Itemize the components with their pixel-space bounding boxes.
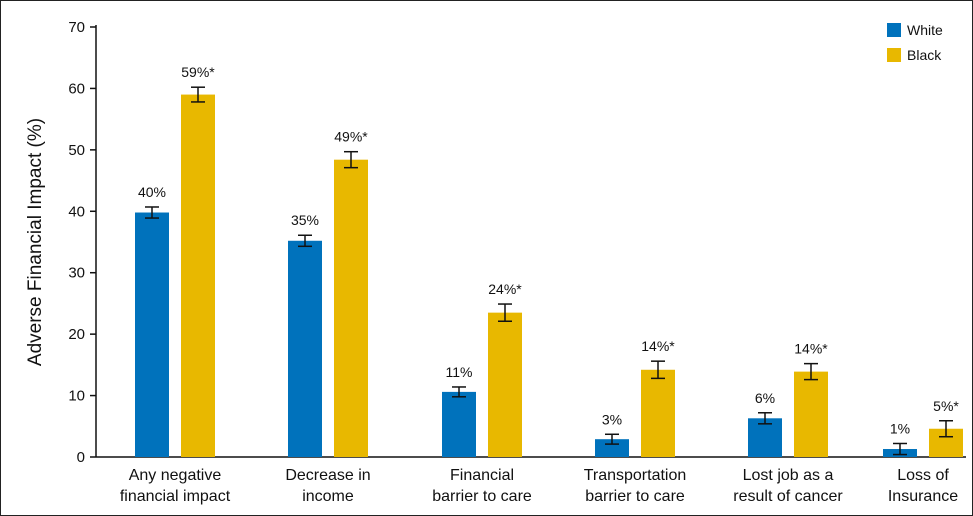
y-tick-label: 30 — [68, 265, 85, 282]
data-label: 14%* — [794, 341, 828, 357]
y-tick-label: 50 — [68, 142, 85, 159]
data-label: 40% — [138, 184, 166, 200]
legend-swatch-white — [887, 23, 901, 37]
category-label: barrier to care — [432, 488, 532, 505]
bar-white — [595, 439, 629, 457]
category-label: Decrease in — [285, 467, 370, 484]
y-tick-label: 20 — [68, 326, 85, 343]
legend-label: White — [907, 22, 943, 38]
bars: 40% 59%* 35% 49%* 11% 24%* 3% 14%* 6% 14%* 1% 5%* — [135, 64, 963, 458]
category-label: Insurance — [888, 488, 958, 505]
data-label: 6% — [755, 390, 775, 406]
bar-white — [288, 240, 322, 457]
bar-black — [488, 312, 522, 457]
y-ticks: 0 10 20 30 40 50 60 70 — [68, 19, 96, 466]
legend-label: Black — [907, 47, 942, 63]
y-tick-label: 10 — [68, 388, 85, 405]
category-label: Transportation — [584, 467, 687, 484]
data-label: 24%* — [488, 281, 522, 297]
category-label: barrier to care — [585, 488, 685, 505]
category-labels: Any negative financial impact Decrease in i… — [120, 467, 958, 505]
bar-black — [181, 94, 215, 458]
category-label: Financial — [450, 467, 514, 484]
category-label: Lost job as a — [743, 467, 834, 484]
bar-white — [135, 212, 169, 457]
category-label: financial impact — [120, 488, 231, 505]
category-label: Any negative — [129, 467, 222, 484]
category-label: income — [302, 488, 354, 505]
legend: White Black — [887, 22, 943, 63]
axes — [95, 25, 966, 458]
data-label: 1% — [890, 420, 910, 436]
data-label: 5%* — [933, 398, 959, 414]
data-label: 35% — [291, 212, 319, 228]
data-label: 59%* — [181, 64, 215, 80]
y-tick-label: 0 — [77, 449, 85, 466]
bar-white — [748, 418, 782, 457]
bar-black — [641, 369, 675, 457]
bar-black — [794, 371, 828, 457]
y-tick-label: 40 — [68, 203, 85, 220]
data-label: 3% — [602, 411, 622, 427]
legend-swatch-black — [887, 48, 901, 62]
y-tick-label: 70 — [68, 19, 85, 36]
data-label: 11% — [446, 364, 473, 380]
bar-black — [334, 159, 368, 457]
category-label: Loss of — [897, 467, 949, 484]
data-label: 14%* — [641, 338, 675, 354]
data-label: 49%* — [334, 129, 368, 145]
bar-white — [442, 391, 476, 457]
y-axis-title: Adverse Financial Impact (%) — [25, 118, 46, 366]
y-tick-label: 60 — [68, 80, 85, 97]
category-label: result of cancer — [733, 488, 843, 505]
